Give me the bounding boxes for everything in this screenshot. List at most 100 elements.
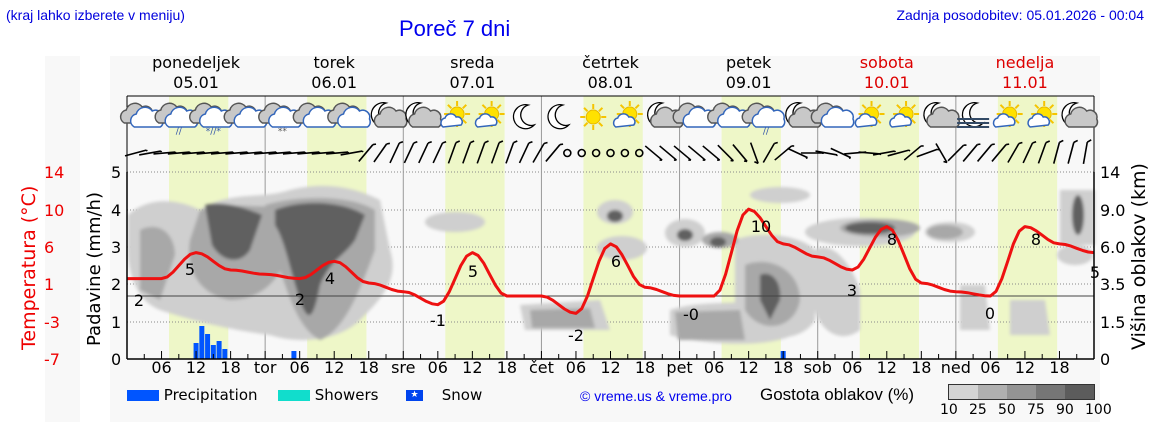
day-label-petek: petek 09.01 xyxy=(689,53,809,93)
wind-barb-icon xyxy=(505,140,518,164)
x-tick-label: pet xyxy=(666,358,693,377)
sun-cloud-icon xyxy=(854,101,885,128)
sun-cloud-icon xyxy=(612,101,643,128)
moon-icon xyxy=(512,104,537,130)
density-scale-label: 10 xyxy=(940,402,958,418)
temp-tick: 10 xyxy=(44,201,65,220)
x-tick-label: sob xyxy=(803,358,832,377)
wind-barb-icon xyxy=(462,140,475,164)
x-tick-label: sre xyxy=(391,358,416,377)
x-tick-label: 18 xyxy=(634,358,656,377)
temp-value-label: 10 xyxy=(751,217,771,236)
moon-fog-icon xyxy=(957,102,990,128)
calm-wind-icon xyxy=(620,148,630,158)
day-date: 11.01 xyxy=(1002,73,1048,92)
cloud-tick: 3.5 xyxy=(1100,275,1126,294)
x-tick-label: 06 xyxy=(842,358,863,377)
precip-bar xyxy=(291,351,297,359)
temp-axis-panel xyxy=(45,56,80,422)
page-title: Poreč 7 dni xyxy=(399,16,511,41)
wind-barb-icon xyxy=(800,152,824,154)
legend-showers: Showers xyxy=(278,386,378,404)
day-name: četrtek xyxy=(582,53,639,72)
wind-barb-icon xyxy=(490,140,504,164)
svg-text://: // xyxy=(176,127,183,137)
wind-barb-icon xyxy=(432,140,447,164)
wind-barb-icon xyxy=(373,142,391,163)
wind-barb-icon xyxy=(830,147,852,160)
cloudy-icon xyxy=(672,102,717,128)
moon-icon xyxy=(547,104,571,130)
wind-barb-icon xyxy=(659,145,678,161)
copyright-link[interactable]: © vreme.us & vreme.pro xyxy=(580,388,732,404)
wind-barb-icon xyxy=(124,149,148,157)
wind-barb-icon xyxy=(476,140,489,164)
precip-bar xyxy=(199,326,205,359)
svg-text:*//*: *//* xyxy=(206,127,222,137)
cloudy-icon xyxy=(810,102,855,128)
sun-cloud-icon xyxy=(474,101,505,128)
day-name: sreda xyxy=(450,53,495,72)
x-tick-label: 18 xyxy=(772,358,794,377)
temp-value-label: 8 xyxy=(887,230,897,249)
wind-barb-icon xyxy=(418,140,432,164)
day-date: 06.01 xyxy=(311,73,358,92)
x-tick-label: 06 xyxy=(427,358,448,377)
day-name: sobota xyxy=(859,53,914,72)
x-tick-label: 12 xyxy=(876,358,897,377)
cloudy-icon xyxy=(327,102,371,128)
wind-barb-icon xyxy=(1022,140,1037,164)
wind-barb-icon xyxy=(762,141,778,163)
wind-barb-icon xyxy=(1082,139,1092,164)
cloud-tick: 0 xyxy=(1100,350,1111,369)
density-scale-label: 90 xyxy=(1056,402,1074,418)
moon-cloud-icon xyxy=(405,102,443,128)
wind-barb-icon xyxy=(532,141,548,163)
temp-value-label: 4 xyxy=(325,269,335,288)
calm-wind-icon xyxy=(591,148,601,158)
wind-barb-icon xyxy=(687,145,706,161)
wind-barb-icon xyxy=(447,140,461,164)
day-label-ponedeljek: ponedeljek 05.01 xyxy=(136,53,256,93)
prec-tick: 4 xyxy=(111,201,122,220)
wind-barb-icon xyxy=(673,145,692,161)
day-name: torek xyxy=(313,53,355,72)
day-label-sreda: sreda 07.01 xyxy=(412,53,532,93)
cloud-tick: 6.0 xyxy=(1100,238,1126,257)
temp-value-label: 0 xyxy=(985,304,995,323)
day-name: ponedeljek xyxy=(152,53,241,72)
temp-tick: 1 xyxy=(44,275,55,294)
x-tick-label: 06 xyxy=(980,358,1001,377)
temp-value-label: 3 xyxy=(847,281,857,300)
moon-cloud-icon xyxy=(370,102,408,128)
prec-tick: 1 xyxy=(111,313,122,332)
moon-cloud-icon xyxy=(923,102,961,128)
snow-star-icon: ★ xyxy=(406,390,423,401)
cloud-tick: 9.0 xyxy=(1100,201,1126,220)
wind-barb-icon xyxy=(887,149,911,157)
calm-wind-icon xyxy=(577,148,587,158)
cloud-tick: 1.5 xyxy=(1100,313,1126,332)
day-date: 10.01 xyxy=(863,73,910,92)
day-name: nedelja xyxy=(995,53,1055,72)
wind-barb-icon xyxy=(787,147,808,160)
day-date: 07.01 xyxy=(449,73,496,92)
sun-cloud-icon xyxy=(1027,101,1058,128)
wind-barb-icon xyxy=(732,144,748,163)
temp-value-label: 2 xyxy=(134,291,144,310)
day-label-sobota: sobota 10.01 xyxy=(827,53,947,93)
day-date: 05.01 xyxy=(173,73,219,92)
wind-barb-icon xyxy=(358,143,377,162)
day-label-torek: torek 06.01 xyxy=(274,53,394,93)
x-tick-label: 18 xyxy=(911,358,932,377)
cloudy-rain-snow-icon: *//* xyxy=(189,102,233,137)
wind-barb-icon xyxy=(947,144,967,162)
precip-bar xyxy=(210,345,216,359)
temp-tick: 6 xyxy=(44,238,55,257)
prec-tick: 3 xyxy=(111,238,122,257)
x-tick-label: 12 xyxy=(324,358,345,377)
wind-barb-icon xyxy=(702,145,721,161)
temp-value-label: 8 xyxy=(1031,230,1041,249)
wind-barb-icon xyxy=(644,145,663,161)
